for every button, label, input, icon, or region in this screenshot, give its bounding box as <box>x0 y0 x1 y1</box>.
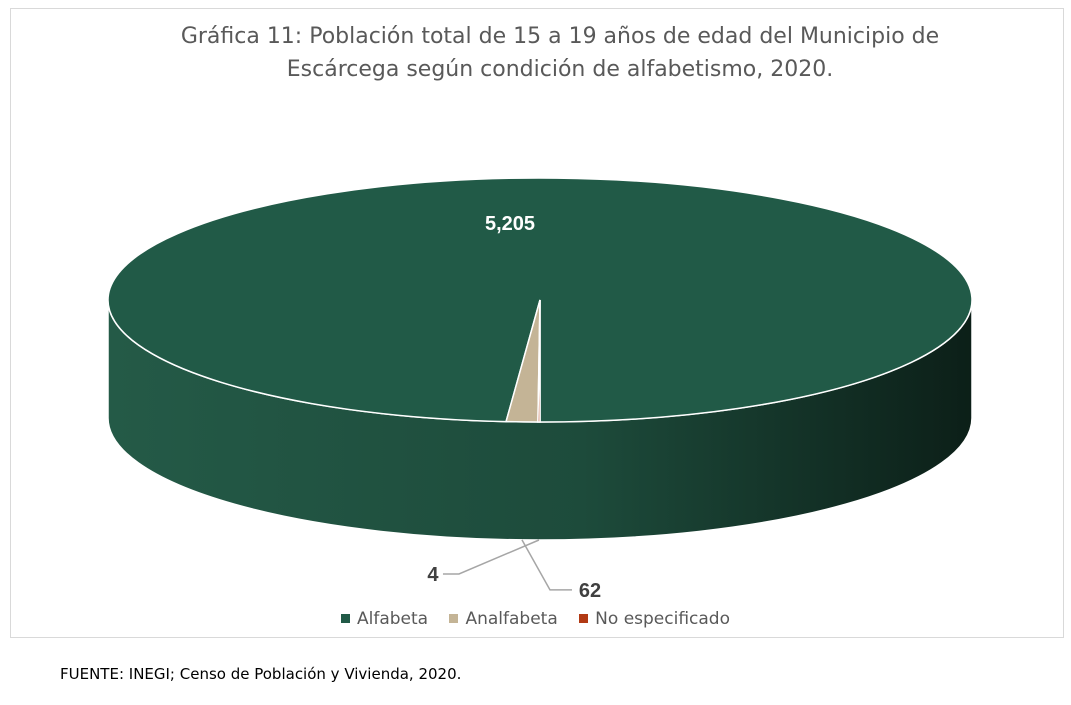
pie-slice-no-especificado <box>537 299 541 423</box>
source-note: FUENTE: INEGI; Censo de Población y Vivi… <box>60 665 462 683</box>
legend-item-analfabeta: Analfabeta <box>449 608 558 629</box>
legend-item-no-especificado: No especificado <box>579 609 730 629</box>
chart-title-line-1: Gráfica 11: Población total de 15 a 19 a… <box>180 24 940 49</box>
legend-label-no-especificado: No especificado <box>595 608 730 629</box>
chart-legend: Alfabeta Analfabeta No especificado <box>0 608 1071 629</box>
legend-label-alfabeta: Alfabeta <box>356 608 429 629</box>
legend-label-analfabeta: Analfabeta <box>465 608 558 629</box>
chart-title-line-2: Escárcega según condición de alfabetismo… <box>286 57 834 82</box>
data-label-no-especificado: 4 <box>427 564 439 586</box>
leader-line-analfabeta <box>521 539 572 591</box>
legend-swatch-analfabeta <box>449 614 459 623</box>
leader-line-no-especificado <box>442 539 540 575</box>
chart-title: Gráfica 11: Población total de 15 a 19 a… <box>80 20 1040 86</box>
legend-swatch-alfabeta <box>340 614 350 623</box>
legend-swatch-no-especificado <box>579 614 589 623</box>
data-label-analfabeta: 62 <box>579 580 601 602</box>
data-label-alfabeta: 5,205 <box>485 213 535 235</box>
legend-item-alfabeta: Alfabeta <box>340 608 429 629</box>
